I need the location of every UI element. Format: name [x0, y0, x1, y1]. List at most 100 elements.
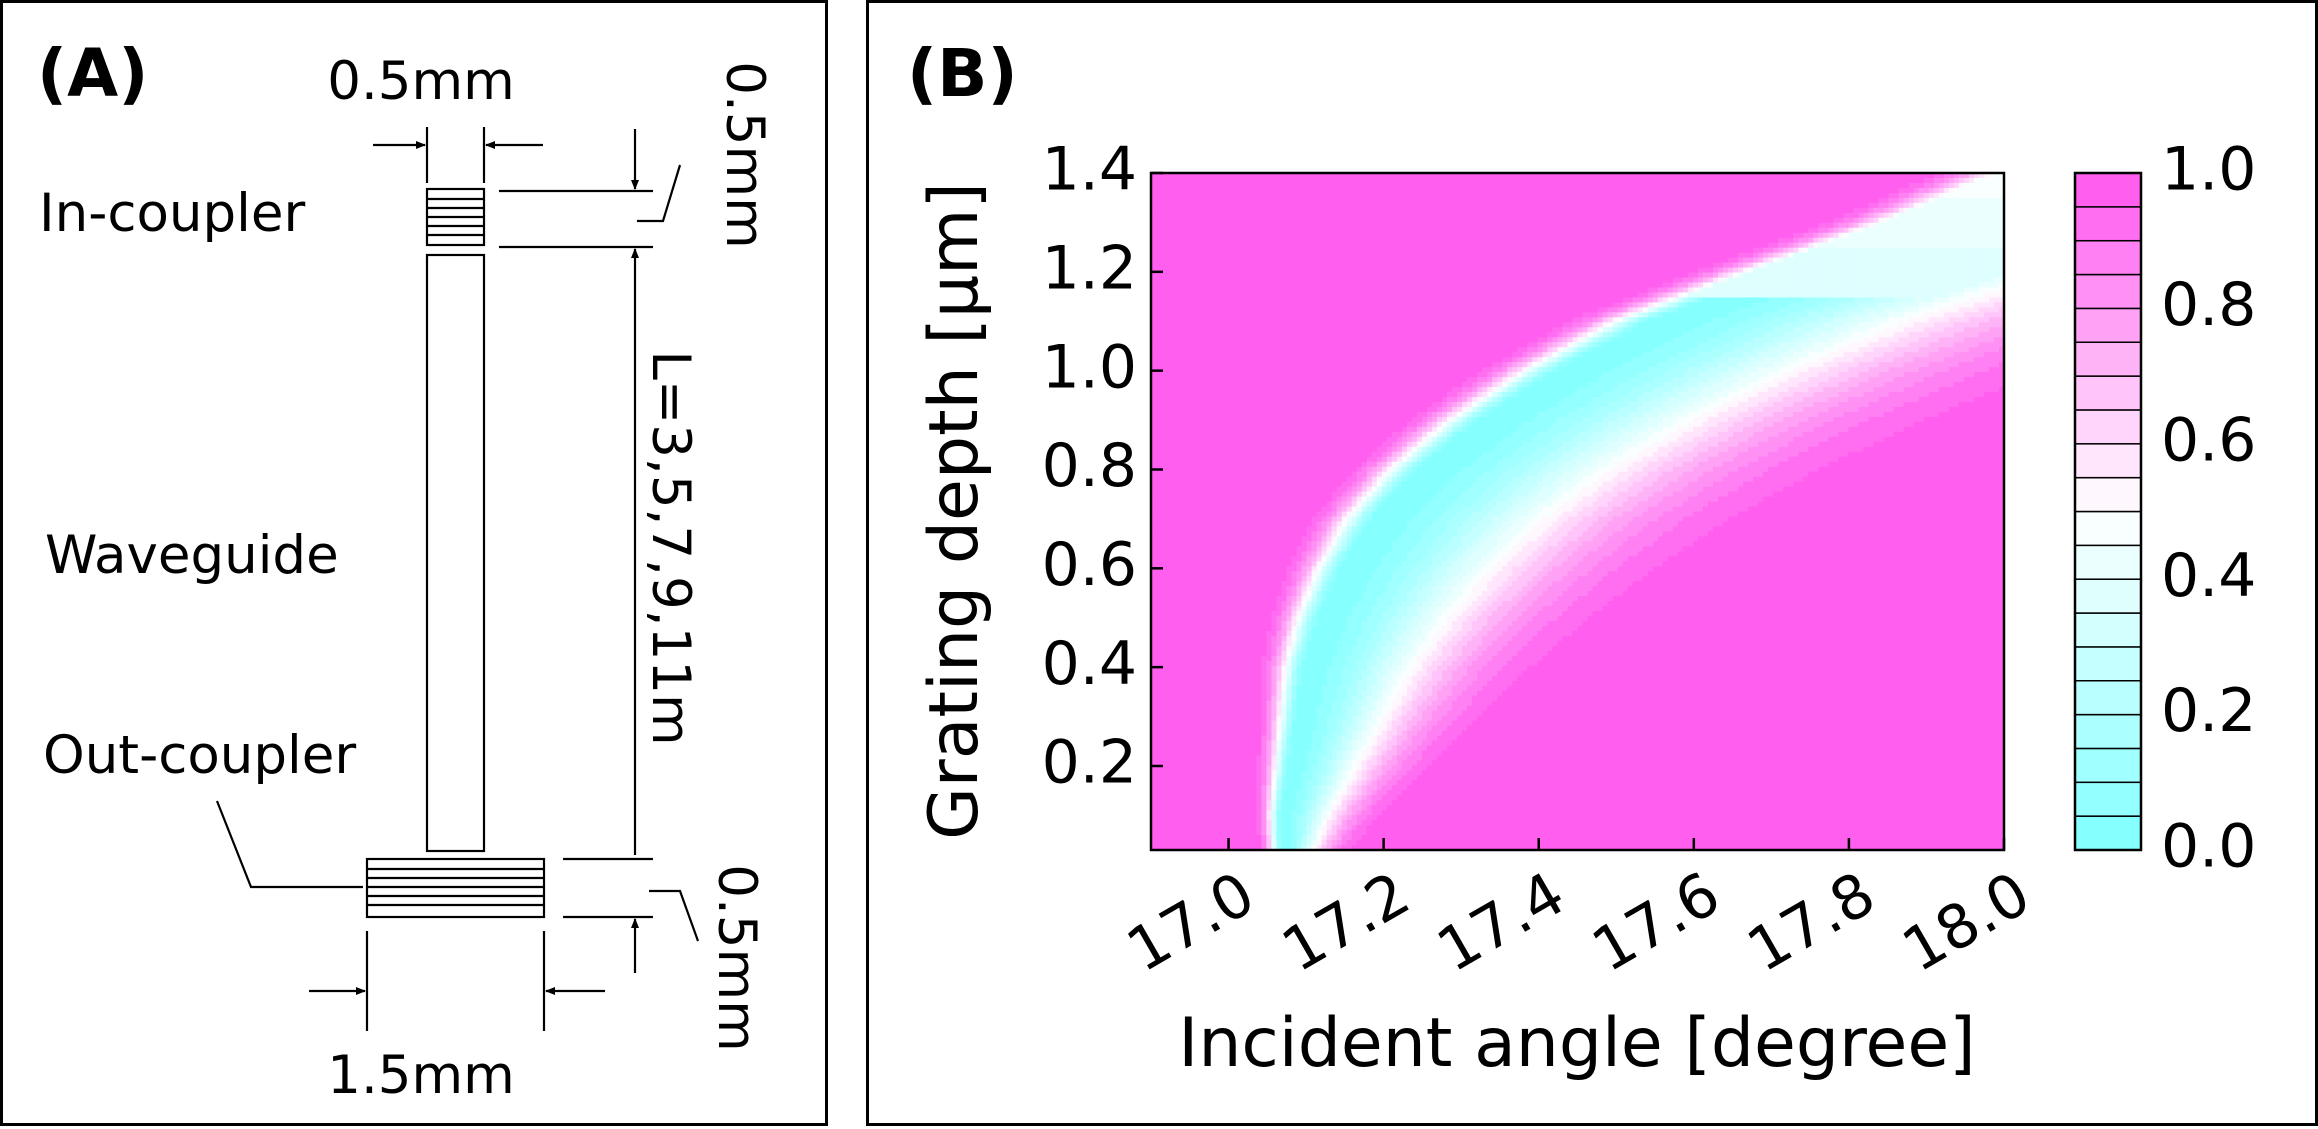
heatmap-cell	[1216, 287, 1222, 293]
heatmap-cell	[1161, 178, 1167, 184]
heatmap-cell	[1377, 218, 1383, 224]
heatmap-cell	[1663, 273, 1669, 279]
heatmap-cell	[1753, 312, 1759, 318]
heatmap-cell	[1768, 307, 1774, 313]
heatmap-cell	[1618, 243, 1624, 249]
heatmap-cell	[1713, 243, 1719, 249]
heatmap-cell	[1477, 228, 1483, 234]
heatmap-cell	[1492, 297, 1498, 303]
heatmap-cell	[1216, 278, 1222, 284]
heatmap-cell	[1828, 193, 1834, 199]
heatmap-cell	[1362, 302, 1368, 308]
heatmap-cell	[1678, 208, 1684, 214]
heatmap-cell	[1658, 283, 1664, 289]
heatmap-cell	[1201, 238, 1207, 244]
heatmap-cell	[1618, 283, 1624, 289]
heatmap-cell	[1914, 188, 1920, 194]
heatmap-cell	[1748, 208, 1754, 214]
heatmap-cell	[1537, 208, 1543, 214]
heatmap-cell	[1763, 218, 1769, 224]
heatmap-cell	[1899, 312, 1905, 318]
heatmap-cell	[1813, 228, 1819, 234]
heatmap-cell	[1949, 208, 1955, 214]
heatmap-cell	[1979, 208, 1985, 214]
heatmap-cell	[1482, 268, 1488, 274]
heatmap-cell	[1206, 292, 1212, 298]
heatmap-cell	[1803, 198, 1809, 204]
heatmap-cell	[1397, 263, 1403, 269]
heatmap-cell	[1788, 233, 1794, 239]
heatmap-cell	[1507, 183, 1513, 189]
heatmap-cell	[1322, 302, 1328, 308]
heatmap-cell	[1798, 268, 1804, 274]
heatmap-cell	[1407, 218, 1413, 224]
heatmap-cell	[1537, 188, 1543, 194]
heatmap-cell	[1693, 213, 1699, 219]
heatmap-cell	[1211, 203, 1217, 209]
heatmap-cell	[1723, 193, 1729, 199]
heatmap-cell	[1517, 198, 1523, 204]
heatmap-cell	[1226, 297, 1232, 303]
heatmap-cell	[1166, 243, 1172, 249]
heatmap-cell	[1818, 283, 1824, 289]
heatmap-cell	[1547, 193, 1553, 199]
heatmap-cell	[1552, 248, 1558, 254]
heatmap-cell	[1748, 248, 1754, 254]
heatmap-cell	[1989, 208, 1995, 214]
heatmap-cell	[1964, 238, 1970, 244]
heatmap-cell	[1201, 297, 1207, 303]
heatmap-cell	[1979, 213, 1985, 219]
heatmap-cell	[1302, 273, 1308, 279]
heatmap-cell	[1884, 218, 1890, 224]
heatmap-cell	[1171, 198, 1177, 204]
heatmap-cell	[1156, 307, 1162, 313]
heatmap-cell	[1904, 198, 1910, 204]
heatmap-cell	[1211, 178, 1217, 184]
heatmap-cell	[1517, 188, 1523, 194]
heatmap-cell	[1718, 243, 1724, 249]
heatmap-cell	[1512, 213, 1518, 219]
heatmap-cell	[1683, 188, 1689, 194]
heatmap-cell	[1969, 273, 1975, 279]
heatmap-cell	[1934, 238, 1940, 244]
heatmap-cell	[1623, 233, 1629, 239]
heatmap-cell	[1578, 268, 1584, 274]
heatmap-cell	[1934, 193, 1940, 199]
heatmap-cell	[1407, 248, 1413, 254]
heatmap-cell	[1367, 178, 1373, 184]
heatmap-cell	[1813, 238, 1819, 244]
heatmap-cell	[1838, 273, 1844, 279]
heatmap-cell	[1547, 283, 1553, 289]
heatmap-cell	[1221, 287, 1227, 293]
heatmap-cell	[1833, 243, 1839, 249]
heatmap-cell	[1939, 287, 1945, 293]
heatmap-cell	[1763, 193, 1769, 199]
heatmap-cell	[1181, 283, 1187, 289]
heatmap-cell	[1387, 312, 1393, 318]
heatmap-cell	[1678, 223, 1684, 229]
heatmap-cell	[1723, 183, 1729, 189]
heatmap-cell	[1698, 297, 1704, 303]
heatmap-cell	[1246, 183, 1252, 189]
heatmap-cell	[1266, 263, 1272, 269]
heatmap-cell	[1226, 228, 1232, 234]
heatmap-cell	[1307, 268, 1313, 274]
heatmap-cell	[1487, 183, 1493, 189]
heatmap-cell	[1608, 312, 1614, 318]
heatmap-cell	[1678, 283, 1684, 289]
heatmap-cell	[1522, 203, 1528, 209]
heatmap-cell	[1613, 208, 1619, 214]
heatmap-cell	[1332, 273, 1338, 279]
heatmap-cell	[1342, 273, 1348, 279]
heatmap-cell	[1773, 307, 1779, 313]
heatmap-cell	[1382, 258, 1388, 264]
heatmap-cell	[1979, 183, 1985, 189]
heatmap-cell	[1889, 188, 1895, 194]
heatmap-cell	[1517, 302, 1523, 308]
heatmap-cell	[1281, 312, 1287, 318]
heatmap-cell	[1643, 263, 1649, 269]
heatmap-cell	[1412, 218, 1418, 224]
heatmap-cell	[1949, 253, 1955, 259]
heatmap-cell	[1979, 188, 1985, 194]
heatmap-cell	[1437, 312, 1443, 318]
